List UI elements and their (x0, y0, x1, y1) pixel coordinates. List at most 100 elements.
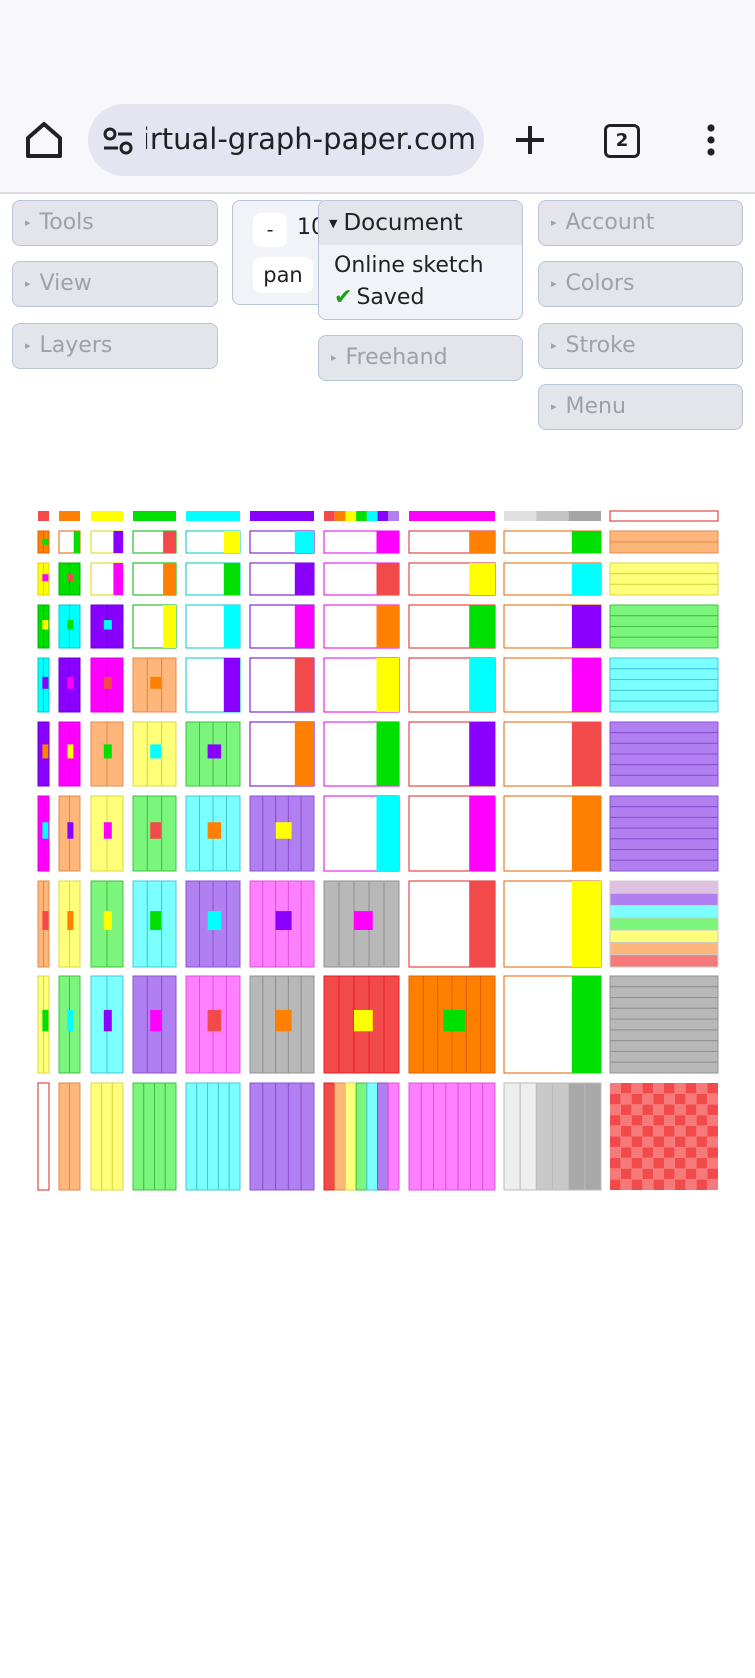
pattern-tile (609, 892, 719, 907)
pattern-tile (609, 795, 719, 808)
pattern-tile (42, 911, 49, 931)
caret-right-icon: ▸ (551, 216, 557, 229)
address-bar[interactable]: virtual-graph-paper.com (88, 104, 484, 176)
pattern-tile (377, 1082, 389, 1191)
pattern-tile (609, 668, 719, 681)
pattern-tile (609, 774, 719, 787)
pattern-tile (609, 975, 719, 988)
pattern-tile (67, 1009, 74, 1032)
pattern-tile (196, 1082, 209, 1191)
pattern-tile (354, 1009, 373, 1032)
pattern-tile (249, 1082, 264, 1191)
panel-stroke[interactable]: ▸ Stroke (538, 323, 743, 369)
pattern-tile (90, 1082, 103, 1191)
home-icon[interactable] (22, 118, 66, 162)
caret-right-icon: ▸ (25, 277, 31, 290)
pattern-tile (161, 975, 177, 1074)
pattern-tile (685, 1179, 697, 1190)
document-panel-header[interactable]: ▼ Document (319, 201, 522, 245)
pattern-tile (609, 806, 719, 818)
panel-view[interactable]: ▸ View (12, 261, 218, 307)
pattern-tile (161, 880, 177, 968)
pattern-tile (226, 795, 241, 872)
pattern-tile (552, 1082, 570, 1191)
pattern-tile (469, 658, 495, 712)
pattern-tile (620, 1083, 632, 1094)
panel-tools[interactable]: ▸ Tools (12, 200, 218, 246)
pattern-tile (376, 722, 399, 786)
pattern-tile (609, 679, 719, 691)
plus-icon[interactable] (510, 118, 550, 162)
pattern-tile (422, 975, 439, 1074)
pattern-tile (609, 562, 719, 575)
panel-colors[interactable]: ▸ Colors (538, 261, 743, 307)
pattern-tile (631, 1136, 643, 1148)
pattern-tile (631, 1115, 643, 1126)
panel-view-label: View (39, 271, 92, 296)
pattern-tile (161, 721, 177, 787)
pattern-tile (664, 1125, 675, 1137)
pattern-tile (664, 1093, 675, 1105)
tab-switcher-button[interactable]: 2 (604, 124, 640, 158)
pattern-tile (696, 1157, 708, 1169)
pattern-tile (67, 744, 74, 759)
pattern-tile (609, 604, 719, 617)
pattern-tile (609, 929, 719, 943)
panel-layers[interactable]: ▸ Layers (12, 323, 218, 369)
pattern-tile (275, 1082, 289, 1191)
pattern-tile (91, 511, 123, 521)
pattern-tile (275, 911, 292, 931)
pattern-tile (519, 1082, 537, 1191)
pattern-tile (642, 1115, 654, 1126)
pattern-tile (642, 1179, 654, 1190)
pattern-tile (388, 511, 399, 521)
pattern-tile (707, 1147, 718, 1158)
panel-tools-label: Tools (39, 210, 94, 235)
pattern-tile (150, 676, 161, 689)
pattern-tile (445, 1082, 459, 1191)
pattern-tile (207, 911, 222, 931)
pattern-tile (503, 1082, 521, 1191)
pattern-tile (631, 1157, 643, 1169)
pattern-tile (207, 1009, 222, 1032)
pattern-tile (664, 1168, 675, 1180)
pattern-tile (469, 605, 495, 648)
pattern-tile (707, 1168, 718, 1180)
pattern-tile (609, 657, 719, 670)
pattern-tile (620, 1093, 632, 1105)
pattern-tile (150, 744, 161, 759)
pattern-tile (707, 1157, 718, 1169)
pattern-tile (664, 1136, 675, 1148)
pattern-tile (609, 905, 719, 919)
pattern-tile (67, 822, 74, 839)
url-text[interactable]: virtual-graph-paper.com (146, 122, 476, 156)
pattern-tile (223, 605, 240, 648)
panel-account[interactable]: ▸ Account (538, 200, 743, 246)
panel-freehand[interactable]: ▸ Freehand (318, 335, 523, 381)
pattern-tile (610, 1083, 621, 1094)
pattern-tile (609, 827, 719, 840)
pattern-tile (113, 531, 123, 553)
pattern-tile (631, 1179, 643, 1190)
pattern-tile (696, 1147, 708, 1158)
pattern-tile (571, 796, 601, 871)
pattern-tile (571, 563, 601, 595)
pattern-tile (294, 531, 314, 553)
pattern-tile (457, 1082, 471, 1191)
pan-button[interactable]: pan (253, 257, 313, 293)
site-settings-icon[interactable] (102, 126, 134, 156)
pattern-tile (249, 795, 264, 872)
pattern-tile (58, 1082, 70, 1191)
zoom-out-button[interactable]: - (253, 213, 287, 247)
pattern-tile (571, 531, 601, 553)
pattern-tile (103, 911, 112, 931)
pattern-tile (300, 1082, 315, 1191)
pattern-tile (103, 676, 112, 689)
pattern-tile (469, 796, 495, 871)
pattern-tile (42, 1009, 49, 1032)
panel-menu[interactable]: ▸ Menu (538, 384, 743, 430)
more-vert-icon[interactable] (700, 122, 722, 158)
document-name[interactable]: Online sketch (334, 253, 484, 278)
pattern-tile (469, 531, 495, 553)
